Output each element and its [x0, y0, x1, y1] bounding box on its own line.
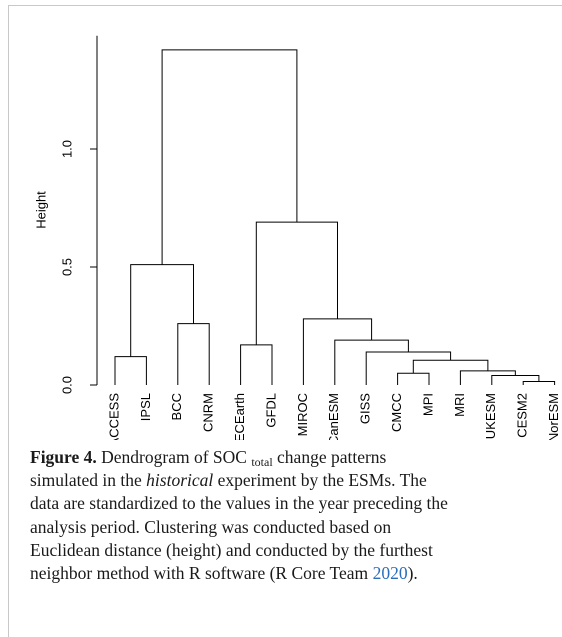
caption-line: Euclidean distance (height) and conducte… — [30, 539, 433, 560]
caption-text: experiment by the ESMs. The — [213, 470, 427, 491]
leaf-label: UKESM — [483, 393, 498, 439]
dendrogram-link — [240, 344, 273, 385]
dendrogram-link — [161, 49, 298, 265]
leaf-label: MRI — [452, 393, 467, 417]
leaf-label: BCC — [169, 393, 184, 420]
leaf-label: NorESM — [546, 393, 561, 440]
leaf-label: MPI — [420, 393, 435, 416]
y-tick-label: 0.0 — [59, 376, 74, 394]
leaf-label: IPSL — [138, 393, 153, 421]
leaf-label: GISS — [358, 393, 373, 424]
caption-line: Figure 4. Dendrogram of SOC total change… — [30, 446, 448, 469]
caption-line: data are standardized to the values in t… — [30, 493, 448, 514]
caption-text: ). — [407, 563, 418, 584]
caption-text: simulated in the — [30, 470, 147, 491]
y-tick-label: 1.0 — [59, 140, 74, 158]
caption-line: neighbor method with R software (R Core … — [30, 562, 448, 585]
figure-frame — [8, 5, 562, 637]
leaf-label: CNRM — [201, 393, 216, 432]
dendrogram-link — [177, 323, 210, 385]
caption-text: neighbor method with R software (R Core … — [30, 563, 373, 584]
caption-text: change patterns — [272, 447, 387, 467]
dendrogram-link — [302, 318, 373, 385]
leaf-label: ACCESS — [106, 393, 121, 440]
caption-label: Figure 4. — [30, 447, 97, 467]
caption-line: simulated in the historical experiment b… — [30, 469, 448, 492]
y-axis-label: Height — [33, 191, 48, 229]
leaf-label: CMCC — [389, 393, 404, 432]
dendrogram-link — [255, 221, 338, 345]
dendrogram-link — [114, 356, 147, 385]
leaf-label: CanESM — [326, 393, 341, 440]
leaf-label: CESM2 — [515, 393, 530, 438]
y-tick-label: 0.5 — [59, 258, 74, 276]
dendrogram-link — [491, 375, 540, 385]
caption-text: Dendrogram of SOC — [96, 447, 252, 467]
chart: Height 0.0 0.5 1.0 ACCESS IPSL BCC CNRM ECEarth… — [33, 35, 561, 440]
caption: Figure 4. Dendrogram of SOC total change… — [30, 446, 448, 585]
leaf-label: MIROC — [295, 393, 310, 436]
caption-italic: historical — [146, 470, 214, 491]
dendrogram-link — [522, 380, 556, 385]
leaf-label: GFDL — [263, 393, 278, 428]
caption-subscript: total — [251, 455, 273, 469]
caption-line: analysis period. Clustering was conducte… — [30, 516, 392, 537]
dendrogram-link — [459, 370, 516, 385]
citation-link[interactable]: 2020 — [372, 563, 408, 584]
dendrogram-link — [130, 264, 194, 357]
dendrogram-link — [365, 351, 452, 385]
dendrogram-link — [397, 372, 430, 385]
leaf-label: ECEarth — [232, 393, 247, 440]
